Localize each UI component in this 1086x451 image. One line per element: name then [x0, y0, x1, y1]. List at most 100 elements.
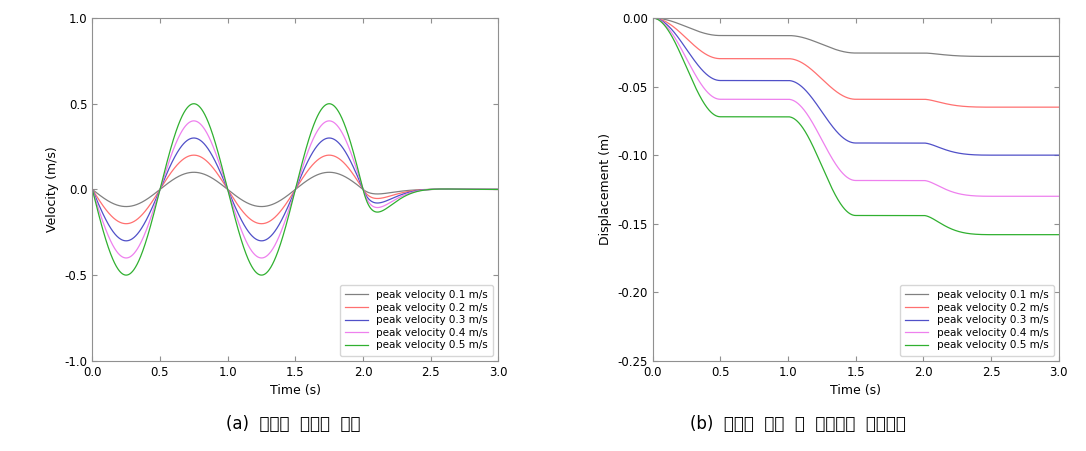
peak velocity 0.3 m/s: [86, 187, 99, 192]
Line: peak velocity 0.5 m/s: peak velocity 0.5 m/s: [92, 104, 498, 275]
peak velocity 0.5 m/s: [220, 185, 233, 190]
peak velocity 0.5 m/s: [332, 110, 345, 115]
Text: (a)  가상의  지진파  생성: (a) 가상의 지진파 생성: [226, 415, 361, 433]
peak velocity 0.1 m/s: [1034, 54, 1047, 59]
Line: peak velocity 0.3 m/s: peak velocity 0.3 m/s: [92, 138, 498, 241]
peak velocity 0.5 m/s: [119, 272, 132, 278]
peak velocity 0.4 m/s: [119, 255, 132, 261]
peak velocity 0.4 m/s: [248, 251, 261, 257]
peak velocity 0.5 m/s: [728, 114, 741, 120]
peak velocity 0.4 m/s: [187, 118, 200, 124]
peak velocity 0.1 m/s: [220, 186, 233, 192]
peak velocity 0.4 m/s: [985, 193, 998, 199]
peak velocity 0.1 m/s: [808, 39, 821, 44]
peak velocity 0.2 m/s: [281, 199, 294, 204]
peak velocity 0.1 m/s: [187, 170, 200, 175]
peak velocity 0.5 m/s: [187, 101, 200, 106]
peak velocity 0.3 m/s: [187, 135, 200, 141]
Line: peak velocity 0.5 m/s: peak velocity 0.5 m/s: [653, 18, 1059, 235]
peak velocity 0.5 m/s: [808, 147, 821, 152]
Y-axis label: Displacement (m): Displacement (m): [599, 133, 611, 245]
peak velocity 0.3 m/s: [281, 205, 294, 210]
peak velocity 0.3 m/s: [808, 98, 821, 104]
Line: peak velocity 0.2 m/s: peak velocity 0.2 m/s: [653, 18, 1059, 107]
peak velocity 0.4 m/s: [473, 187, 487, 192]
peak velocity 0.5 m/s: [1034, 232, 1047, 237]
peak velocity 0.5 m/s: [842, 209, 855, 215]
peak velocity 0.1 m/s: [281, 193, 294, 198]
peak velocity 0.5 m/s: [281, 217, 294, 222]
Text: (b)  가상의  발생  시  절리면의  전단변위: (b) 가상의 발생 시 절리면의 전단변위: [691, 415, 906, 433]
peak velocity 0.2 m/s: [220, 186, 233, 192]
peak velocity 0.2 m/s: [332, 156, 345, 161]
Legend: peak velocity 0.1 m/s, peak velocity 0.2 m/s, peak velocity 0.3 m/s, peak veloci: peak velocity 0.1 m/s, peak velocity 0.2…: [900, 285, 1053, 355]
peak velocity 0.4 m/s: [1034, 193, 1047, 199]
peak velocity 0.2 m/s: [248, 219, 261, 225]
peak velocity 0.3 m/s: [492, 187, 505, 192]
peak velocity 0.1 m/s: [119, 204, 132, 209]
peak velocity 0.5 m/s: [1052, 232, 1065, 237]
peak velocity 0.4 m/s: [86, 187, 99, 192]
peak velocity 0.3 m/s: [220, 186, 233, 191]
peak velocity 0.3 m/s: [473, 187, 487, 192]
peak velocity 0.5 m/s: [893, 213, 906, 218]
peak velocity 0.1 m/s: [86, 187, 99, 192]
peak velocity 0.3 m/s: [332, 140, 345, 146]
peak velocity 0.4 m/s: [646, 15, 659, 21]
peak velocity 0.5 m/s: [86, 187, 99, 192]
peak velocity 0.1 m/s: [167, 177, 180, 182]
peak velocity 0.2 m/s: [187, 152, 200, 158]
peak velocity 0.2 m/s: [985, 105, 998, 110]
X-axis label: Time (s): Time (s): [269, 384, 320, 397]
peak velocity 0.2 m/s: [86, 187, 99, 192]
peak velocity 0.3 m/s: [985, 152, 998, 158]
Line: peak velocity 0.3 m/s: peak velocity 0.3 m/s: [653, 18, 1059, 155]
Line: peak velocity 0.1 m/s: peak velocity 0.1 m/s: [92, 172, 498, 207]
peak velocity 0.2 m/s: [842, 95, 855, 101]
peak velocity 0.1 m/s: [473, 187, 487, 192]
peak velocity 0.4 m/s: [808, 123, 821, 129]
peak velocity 0.4 m/s: [332, 125, 345, 130]
Line: peak velocity 0.4 m/s: peak velocity 0.4 m/s: [653, 18, 1059, 196]
peak velocity 0.2 m/s: [119, 221, 132, 226]
peak velocity 0.2 m/s: [646, 15, 659, 21]
peak velocity 0.2 m/s: [808, 69, 821, 75]
peak velocity 0.2 m/s: [728, 56, 741, 61]
peak velocity 0.2 m/s: [1034, 105, 1047, 110]
peak velocity 0.4 m/s: [167, 147, 180, 152]
peak velocity 0.1 m/s: [332, 171, 345, 177]
peak velocity 0.5 m/s: [248, 267, 261, 273]
X-axis label: Time (s): Time (s): [831, 384, 882, 397]
Line: peak velocity 0.2 m/s: peak velocity 0.2 m/s: [92, 155, 498, 224]
peak velocity 0.3 m/s: [1034, 152, 1047, 158]
peak velocity 0.4 m/s: [220, 185, 233, 191]
peak velocity 0.4 m/s: [781, 97, 794, 102]
peak velocity 0.3 m/s: [167, 157, 180, 162]
peak velocity 0.5 m/s: [473, 187, 487, 192]
peak velocity 0.5 m/s: [492, 187, 505, 192]
peak velocity 0.1 m/s: [492, 187, 505, 192]
peak velocity 0.4 m/s: [492, 187, 505, 192]
peak velocity 0.4 m/s: [893, 178, 906, 183]
peak velocity 0.1 m/s: [1052, 54, 1065, 59]
peak velocity 0.1 m/s: [842, 50, 855, 55]
peak velocity 0.1 m/s: [781, 33, 794, 38]
peak velocity 0.2 m/s: [492, 187, 505, 192]
peak velocity 0.5 m/s: [167, 137, 180, 142]
peak velocity 0.3 m/s: [646, 15, 659, 21]
peak velocity 0.4 m/s: [281, 211, 294, 216]
peak velocity 0.2 m/s: [781, 56, 794, 61]
peak velocity 0.1 m/s: [248, 203, 261, 208]
Line: peak velocity 0.1 m/s: peak velocity 0.1 m/s: [653, 18, 1059, 56]
peak velocity 0.3 m/s: [842, 138, 855, 143]
peak velocity 0.5 m/s: [781, 114, 794, 120]
peak velocity 0.1 m/s: [646, 15, 659, 21]
peak velocity 0.3 m/s: [781, 78, 794, 83]
peak velocity 0.2 m/s: [167, 167, 180, 172]
peak velocity 0.3 m/s: [1052, 152, 1065, 158]
peak velocity 0.3 m/s: [248, 235, 261, 241]
peak velocity 0.3 m/s: [893, 140, 906, 146]
peak velocity 0.1 m/s: [893, 51, 906, 56]
Legend: peak velocity 0.1 m/s, peak velocity 0.2 m/s, peak velocity 0.3 m/s, peak veloci: peak velocity 0.1 m/s, peak velocity 0.2…: [340, 285, 493, 355]
peak velocity 0.3 m/s: [728, 78, 741, 83]
